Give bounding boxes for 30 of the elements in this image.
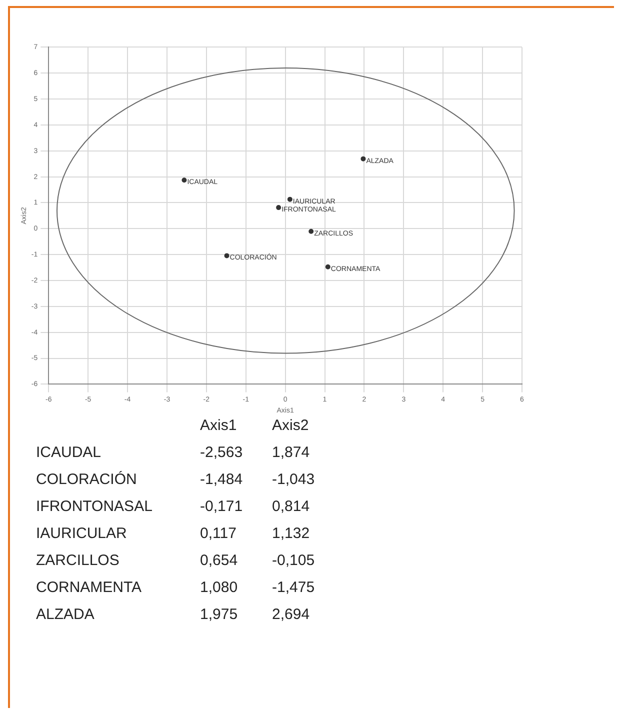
text: ZARCILLOS	[36, 552, 120, 569]
point	[276, 205, 282, 210]
point	[325, 264, 330, 270]
text: 1,975	[200, 605, 239, 625]
text: IAURICULAR	[36, 525, 127, 542]
text: -1,475	[272, 578, 315, 598]
point	[287, 196, 292, 202]
text: ICAUDAL	[36, 444, 102, 461]
text: Axis1	[200, 417, 237, 434]
text: CORNAMENTA	[36, 579, 142, 596]
text: -1,484	[200, 470, 244, 490]
text: COLORACIÓN	[36, 471, 137, 488]
text: 1,132	[272, 524, 311, 544]
text: ALZADA	[36, 606, 94, 623]
point	[308, 228, 314, 234]
text: -2,563	[200, 443, 244, 463]
text: 0,654	[200, 551, 239, 571]
text: 2,694	[272, 605, 311, 625]
text: IFRONTONASAL	[36, 498, 152, 515]
text: -1,043	[272, 470, 315, 490]
text: 1,874	[272, 443, 311, 463]
text: -0,171	[200, 497, 244, 517]
text: 0,814	[272, 497, 311, 517]
text: 0,117	[200, 524, 238, 544]
point	[182, 178, 187, 183]
point	[360, 156, 366, 162]
text: 1,080	[200, 578, 239, 598]
text: Axis2	[272, 417, 309, 434]
text: -0,105	[272, 551, 315, 571]
point	[224, 253, 230, 258]
